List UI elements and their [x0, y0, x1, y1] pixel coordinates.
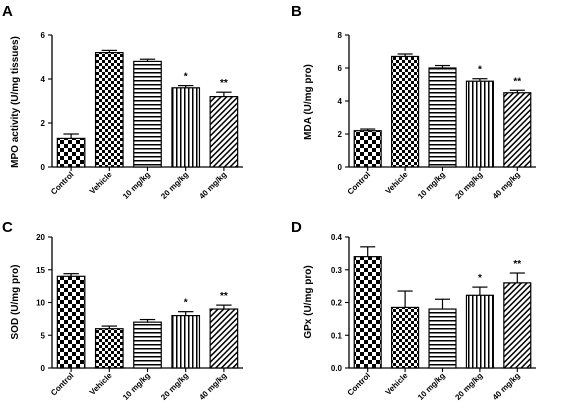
category-label: 10 mg/kg — [121, 371, 152, 402]
y-tick-label: 6 — [338, 64, 343, 73]
y-tick-label: 8 — [338, 31, 343, 40]
panel-c: C SOD (U/mg pro) 0 5 10 15 20 Control Vehicle 1… — [2, 219, 243, 402]
panel-letter: B — [291, 3, 302, 20]
bar — [391, 55, 420, 168]
significance-label: * — [478, 65, 482, 76]
bar — [391, 306, 420, 369]
significance-label: ** — [220, 78, 228, 89]
bar — [503, 282, 532, 369]
y-axis-label: GPx (U/mg pro) — [303, 265, 314, 338]
bar — [465, 294, 494, 369]
bar — [94, 51, 124, 168]
y-tick-label: 2 — [338, 130, 343, 139]
y-tick-label: 10 — [36, 299, 45, 308]
significance-label: ** — [513, 76, 521, 87]
y-tick-label: 0.2 — [331, 299, 343, 308]
significance-label: * — [184, 298, 188, 309]
category-label: 40 mg/kg — [197, 170, 228, 201]
y-tick-label: 0.3 — [331, 266, 343, 275]
bar — [56, 275, 86, 369]
bar — [503, 92, 532, 168]
category-label: Vehicle — [384, 170, 410, 196]
bar — [353, 256, 382, 369]
y-tick-label: 0 — [338, 163, 343, 172]
y-axis-label: MPO activity (U/mg tissues) — [10, 36, 21, 168]
y-axis-label: SOD (U/mg pro) — [10, 265, 21, 340]
category-label: 10 mg/kg — [121, 170, 152, 201]
y-tick-label: 0 — [41, 163, 46, 172]
bar — [209, 308, 239, 369]
panel-letter: C — [2, 219, 13, 236]
y-axis-label: MDA (U/mg pro) — [303, 64, 314, 140]
category-label: Vehicle — [88, 371, 114, 397]
panel-b: B MDA (U/mg pro) 0 2 4 6 8 Control Vehicle 10 m… — [291, 3, 536, 201]
y-tick-label: 0.4 — [331, 233, 343, 242]
category-label: 20 mg/kg — [159, 170, 190, 201]
category-label: 10 mg/kg — [416, 170, 447, 201]
y-tick-label: 2 — [41, 119, 46, 128]
y-tick-label: 15 — [36, 266, 45, 275]
category-label: Vehicle — [88, 170, 114, 196]
bar — [353, 130, 382, 168]
bar — [428, 67, 457, 168]
panel-letter: D — [291, 219, 302, 236]
category-label: Control — [49, 371, 75, 397]
category-label: Control — [346, 371, 372, 397]
category-label: Vehicle — [384, 371, 410, 397]
bar — [56, 137, 86, 168]
bar — [465, 80, 494, 168]
y-tick-label: 0.1 — [331, 331, 343, 340]
category-label: 20 mg/kg — [453, 170, 484, 201]
y-tick-label: 0 — [41, 364, 46, 373]
category-label: 10 mg/kg — [416, 371, 447, 402]
bar — [133, 321, 162, 369]
category-label: 40 mg/kg — [491, 170, 522, 201]
panel-a: A MPO activity (U/mg tissues) 0 2 4 6 Contro… — [2, 3, 243, 201]
bar — [428, 308, 457, 369]
bar — [171, 87, 201, 168]
bar — [209, 95, 239, 168]
significance-label: ** — [513, 259, 521, 270]
significance-label: * — [478, 273, 482, 284]
bar — [133, 60, 162, 168]
category-label: 20 mg/kg — [453, 371, 484, 402]
panel-letter: A — [2, 3, 13, 20]
y-tick-label: 4 — [41, 75, 46, 84]
category-label: Control — [346, 170, 372, 196]
category-label: 20 mg/kg — [159, 371, 190, 402]
y-tick-label: 0.0 — [331, 364, 343, 373]
bar — [94, 328, 124, 369]
category-label: 40 mg/kg — [491, 371, 522, 402]
y-tick-label: 20 — [36, 233, 45, 242]
bar — [171, 315, 201, 369]
category-label: Control — [49, 170, 75, 196]
significance-label: * — [184, 72, 188, 83]
significance-label: ** — [220, 291, 228, 302]
y-tick-label: 5 — [41, 331, 46, 340]
y-tick-label: 4 — [338, 97, 343, 106]
category-label: 40 mg/kg — [197, 371, 228, 402]
panel-d: D GPx (U/mg pro) 0.0 0.1 0.2 0.3 0.4 Control V… — [291, 219, 536, 402]
y-tick-label: 6 — [41, 31, 46, 40]
